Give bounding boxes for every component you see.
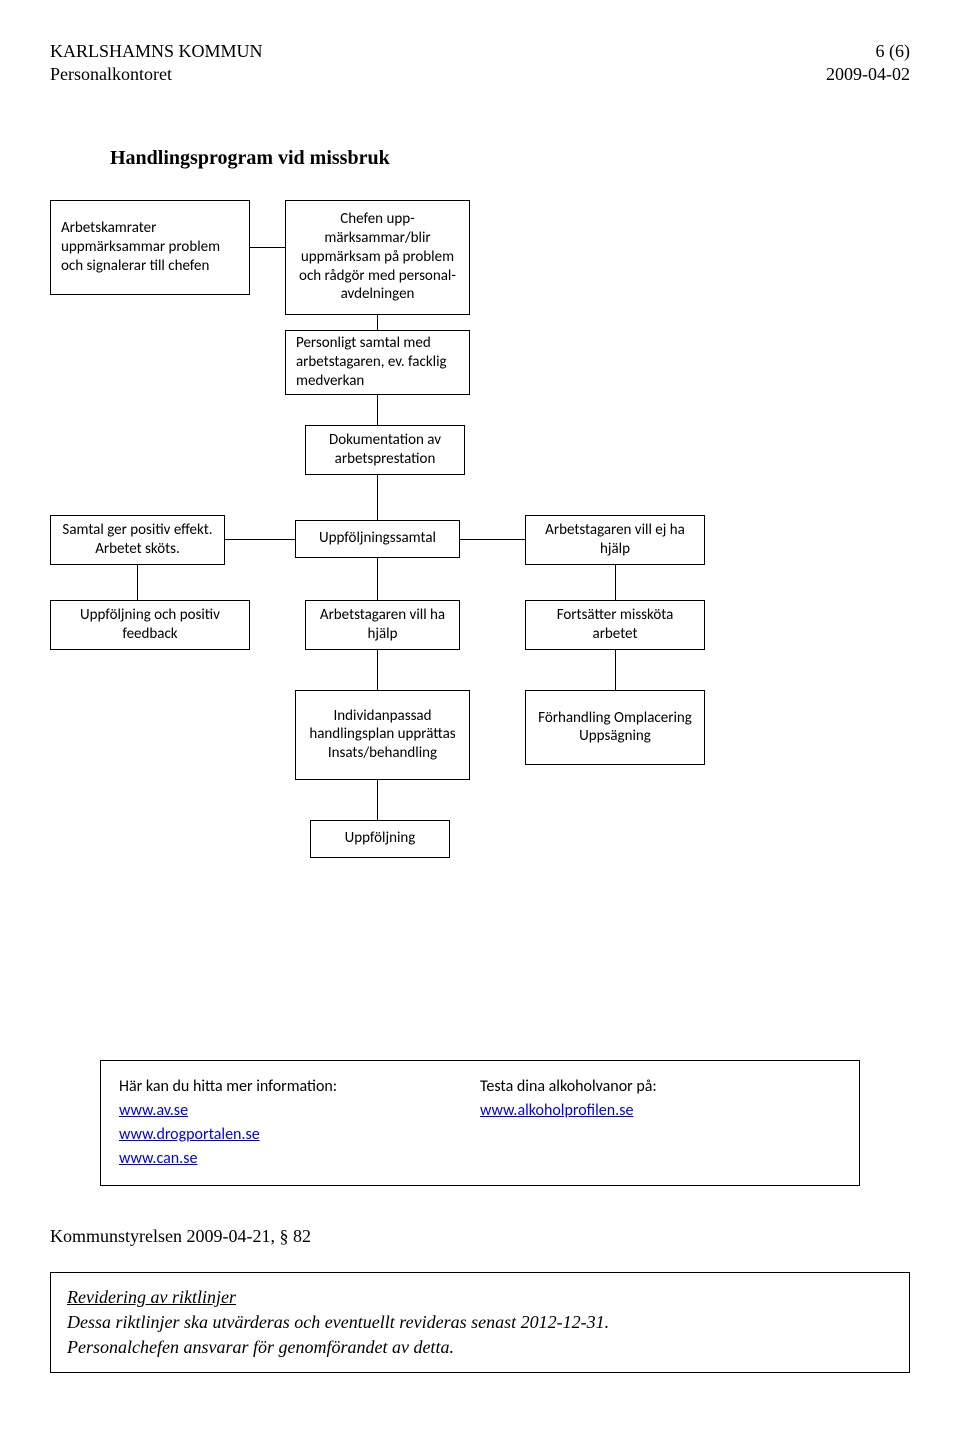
- page-title: Handlingsprogram vid missbruk: [110, 147, 910, 170]
- flow-node-n13: Uppföljning: [310, 820, 450, 858]
- flow-connector: [377, 780, 378, 820]
- header-right: 6 (6) 2009-04-02: [826, 40, 910, 87]
- dept-name: Personalkontoret: [50, 63, 263, 86]
- info-box: Här kan du hitta mer information: www.av…: [100, 1060, 860, 1186]
- doc-date: 2009-04-02: [826, 63, 910, 86]
- flow-node-n1: Arbetskamrater uppmärksammar problem och…: [50, 200, 250, 295]
- info-right-heading: Testa dina alkoholvanor på:: [480, 1075, 841, 1099]
- revision-box: Revidering av riktlinjer Dessa riktlinje…: [50, 1272, 910, 1374]
- flow-node-n2: Chefen upp­märksammar/blir uppmärksam på…: [285, 200, 470, 315]
- footer-line: Kommunstyrelsen 2009-04-21, § 82: [50, 1226, 910, 1247]
- header-left: KARLSHAMNS KOMMUN Personalkontoret: [50, 40, 263, 87]
- flow-connector: [225, 539, 295, 540]
- info-col-left: Här kan du hitta mer information: www.av…: [119, 1075, 480, 1171]
- flow-connector: [615, 565, 616, 600]
- flow-node-n5: Samtal ger positiv effekt. Arbetet sköts…: [50, 515, 225, 565]
- flow-node-n9: Arbetstagaren vill ha hjälp: [305, 600, 460, 650]
- revision-heading: Revidering av riktlinjer: [67, 1285, 893, 1310]
- info-link[interactable]: www.can.se: [119, 1149, 197, 1168]
- flow-node-n4: Dokumentation av arbetsprestation: [305, 425, 465, 475]
- page-header: KARLSHAMNS KOMMUN Personalkontoret 6 (6)…: [50, 40, 910, 87]
- page-number: 6 (6): [826, 40, 910, 63]
- flow-connector: [377, 475, 378, 520]
- revision-line1: Dessa riktlinjer ska utvärderas och even…: [67, 1310, 893, 1335]
- flow-connector: [615, 650, 616, 690]
- flow-connector: [377, 650, 378, 690]
- info-link[interactable]: www.av.se: [119, 1101, 188, 1120]
- flow-node-n10: Fortsätter missköta arbetet: [525, 600, 705, 650]
- info-left-heading: Här kan du hitta mer information:: [119, 1075, 480, 1099]
- flowchart: Arbetskamrater uppmärksammar problem och…: [50, 200, 910, 1030]
- flow-node-n8: Uppföljning och positiv feedback: [50, 600, 250, 650]
- flow-connector: [377, 395, 378, 425]
- org-name: KARLSHAMNS KOMMUN: [50, 40, 263, 63]
- flow-connector: [137, 565, 138, 600]
- flow-node-n7: Arbetstagaren vill ej ha hjälp: [525, 515, 705, 565]
- info-link[interactable]: www.alkoholprofilen.se: [480, 1101, 633, 1120]
- flow-connector: [460, 539, 525, 540]
- flow-node-n12: Förhandling Omplacering Uppsägning: [525, 690, 705, 765]
- info-link[interactable]: www.drogportalen.se: [119, 1125, 260, 1144]
- flow-node-n3: Personligt samtal med arbetstagaren, ev.…: [285, 330, 470, 395]
- flow-connector: [377, 315, 378, 330]
- revision-line2: Personalchefen ansvarar för genomförande…: [67, 1335, 893, 1360]
- flow-connector: [250, 247, 285, 248]
- flow-node-n11: Individanpassad handlingsplan upprättas …: [295, 690, 470, 780]
- flow-node-n6: Uppföljningssamtal: [295, 520, 460, 558]
- info-col-right: Testa dina alkoholvanor på: www.alkoholp…: [480, 1075, 841, 1171]
- flow-connector: [377, 558, 378, 600]
